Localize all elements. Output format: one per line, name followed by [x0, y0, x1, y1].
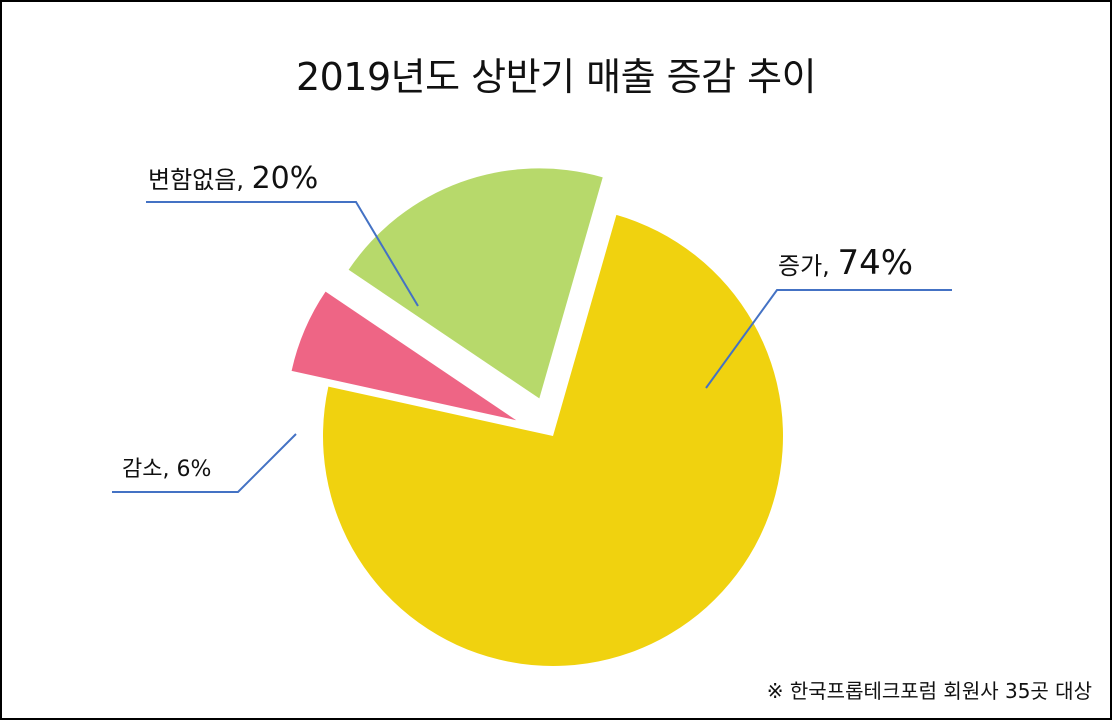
data-label-decrease: 감소, 6% [122, 457, 211, 482]
pie-slices [291, 168, 783, 667]
data-label-increase: 증가, 74% [778, 243, 913, 283]
pie-slice-decrease [291, 291, 517, 421]
leader-lines [112, 201, 952, 493]
data-label-no-change-separator: , [236, 166, 251, 194]
data-label-increase-percent: 74% [837, 243, 913, 283]
pie-slice-increase [323, 214, 783, 667]
data-label-no-change-category: 변함없음 [148, 166, 236, 194]
data-label-decrease-separator: , [162, 457, 176, 482]
leader-line-no-change [146, 201, 419, 307]
data-label-no-change: 변함없음, 20% [148, 161, 318, 196]
data-label-increase-separator: , [822, 252, 837, 280]
leader-line-decrease [112, 433, 297, 493]
footnote: ※ 한국프롭테크포럼 회원사 35곳 대상 [766, 679, 1092, 703]
data-label-no-change-percent: 20% [252, 161, 319, 196]
chart-title: 2019년도 상반기 매출 증감 추이 [295, 55, 817, 99]
data-label-decrease-percent: 6% [176, 457, 211, 482]
data-label-decrease-category: 감소 [122, 457, 162, 482]
data-label-increase-category: 증가 [778, 252, 822, 280]
leader-line-increase [705, 289, 952, 389]
pie-slice-no-change [348, 168, 603, 399]
